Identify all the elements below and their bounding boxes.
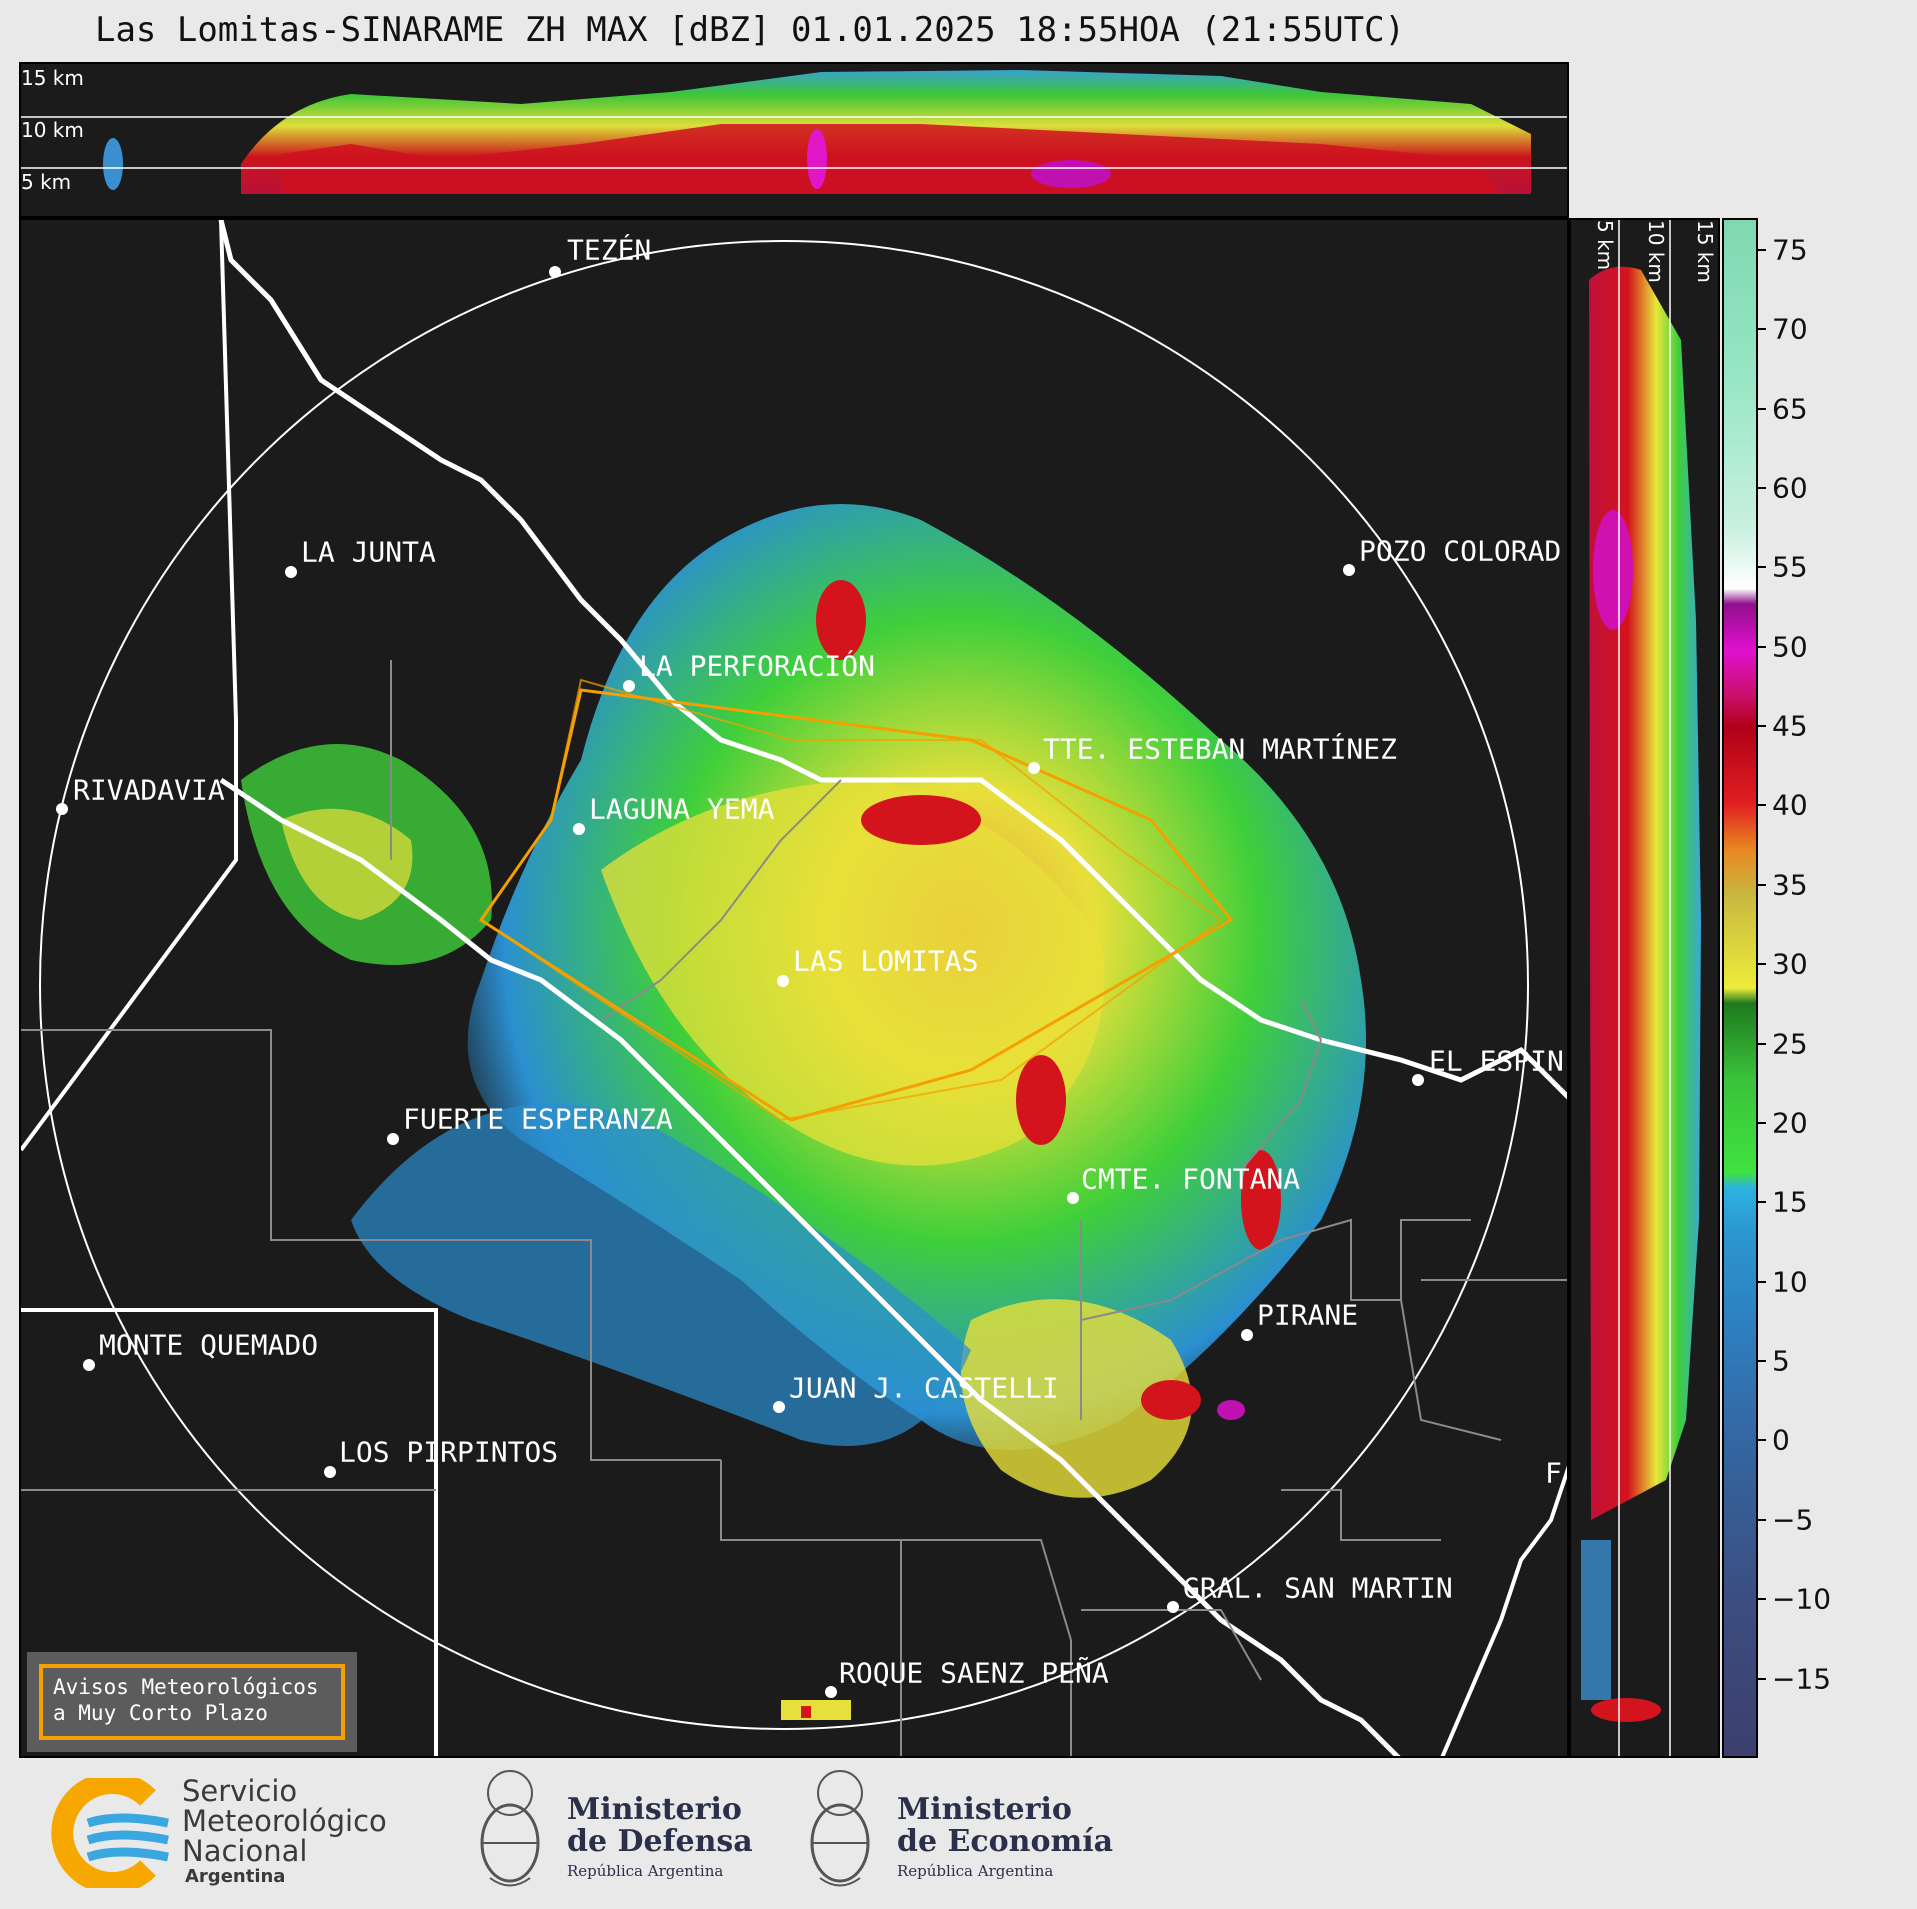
defensa-logo-line1: Ministerio — [567, 1792, 742, 1827]
colorbar-tick — [1758, 1439, 1766, 1442]
colorbar-tick-label: 15 — [1772, 1185, 1808, 1219]
footer-logos: Servicio Meteorológico Nacional Argentin… — [0, 1758, 1917, 1909]
coat-of-arms-icon — [810, 1770, 870, 1887]
colorbar-tick-label: 25 — [1772, 1027, 1808, 1061]
colorbar-tick-label: 45 — [1772, 709, 1808, 743]
colorbar-tick — [1758, 1042, 1766, 1045]
city-label: JUAN J. CASTELLI — [789, 1371, 1059, 1405]
city-label: LAS LOMITAS — [793, 944, 979, 978]
city-label: F — [1545, 1456, 1562, 1490]
city-label: EL ESPIN — [1429, 1044, 1564, 1078]
colorbar-tick — [1758, 1677, 1766, 1680]
city-label: LOS PIRPINTOS — [339, 1435, 559, 1469]
colorbar-tick-label: 5 — [1772, 1344, 1790, 1378]
defensa-logo-line3: República Argentina — [567, 1862, 724, 1880]
smn-logo-line4: Argentina — [185, 1866, 286, 1887]
altitude-label-10km: 10 km — [21, 118, 84, 142]
colorbar-tick — [1758, 804, 1766, 807]
colorbar-tick-label: 0 — [1772, 1423, 1790, 1457]
city-label: TTE. ESTEBAN MARTÍNEZ — [1043, 732, 1398, 766]
colorbar-tick-label: 10 — [1772, 1265, 1808, 1299]
colorbar-tick-label: 75 — [1772, 233, 1808, 267]
city-label: TEZÉN — [567, 233, 652, 267]
smn-logo-line3: Nacional — [182, 1834, 308, 1868]
colorbar-tick — [1758, 1518, 1766, 1521]
economia-logo-line1: Ministerio — [897, 1792, 1072, 1827]
city-label: LAGUNA YEMA — [589, 792, 775, 826]
colorbar-tick-label: 20 — [1772, 1106, 1808, 1140]
city-label: FUERTE ESPERANZA — [403, 1102, 673, 1136]
colorbar-tick-label: 55 — [1772, 550, 1808, 584]
right-cross-section-plot — [1581, 220, 1701, 1756]
coat-of-arms-icon — [480, 1770, 540, 1887]
colorbar-tick — [1758, 1360, 1766, 1363]
city-label: LA PERFORACIÓN — [639, 649, 876, 683]
smn-logo-line2: Meteorológico — [182, 1804, 387, 1838]
altitude-label-5km-v: 5 km — [1593, 220, 1617, 271]
city-label: CMTE. FONTANA — [1081, 1162, 1301, 1196]
colorbar-tick — [1758, 1598, 1766, 1601]
city-label: RIVADAVIA — [73, 773, 225, 807]
city-label: LA JUNTA — [301, 535, 436, 569]
warning-legend-box: Avisos Meteorológicos a Muy Corto Plazo — [27, 1652, 357, 1752]
radar-map-canvas — [21, 220, 1567, 1756]
colorbar-tick-label: 35 — [1772, 868, 1808, 902]
colorbar-tick — [1758, 407, 1766, 410]
altitude-label-5km: 5 km — [21, 170, 72, 194]
economia-logo-line2: de Economía — [897, 1824, 1114, 1859]
warning-legend-line1: Avisos Meteorológicos — [53, 1675, 319, 1699]
colorbar-tick — [1758, 725, 1766, 728]
colorbar-scale — [1724, 220, 1756, 1756]
colorbar-tick — [1758, 883, 1766, 886]
warning-legend-frame: Avisos Meteorológicos a Muy Corto Plazo — [39, 1664, 345, 1740]
colorbar-tick — [1758, 566, 1766, 569]
colorbar-tick — [1758, 1121, 1766, 1124]
colorbar-tick-label: 40 — [1772, 788, 1808, 822]
city-label: POZO COLORAD — [1359, 534, 1562, 568]
colorbar-tick-label: −5 — [1772, 1503, 1814, 1537]
city-label: PIRANE — [1257, 1298, 1359, 1332]
colorbar-tick-label: 70 — [1772, 312, 1808, 346]
smn-logo-line1: Servicio — [182, 1774, 298, 1808]
colorbar-tick-label: −10 — [1772, 1582, 1832, 1616]
radar-map: TEZÉN LA JUNTA POZO COLORAD LA PERFORACI… — [19, 218, 1569, 1758]
colorbar-tick — [1758, 1280, 1766, 1283]
colorbar-tick-label: −15 — [1772, 1662, 1832, 1696]
colorbar-tick-label: 50 — [1772, 630, 1808, 664]
top-cross-section-plot — [21, 70, 1567, 194]
altitude-label-15km-v: 15 km — [1693, 220, 1717, 283]
economia-logo-line3: República Argentina — [897, 1862, 1054, 1880]
city-label: GRAL. SAN MARTIN — [1183, 1571, 1453, 1605]
colorbar-tick-label: 60 — [1772, 471, 1808, 505]
page-title: Las Lomitas-SINARAME ZH MAX [dBZ] 01.01.… — [94, 10, 1406, 50]
colorbar-tick-label: 30 — [1772, 947, 1808, 981]
altitude-label-10km-v: 10 km — [1644, 220, 1668, 283]
right-cross-section: 5 km 10 km 15 km — [1569, 218, 1720, 1758]
colorbar-ticks: 75 70 65 60 55 50 45 40 35 30 25 20 15 10 5 0 −5 −10 −15 — [1758, 218, 1878, 1758]
altitude-label-15km: 15 km — [21, 66, 84, 90]
colorbar — [1722, 218, 1758, 1758]
colorbar-tick — [1758, 248, 1766, 251]
colorbar-tick — [1758, 486, 1766, 489]
city-label: ROQUE SAENZ PEÑA — [839, 1656, 1109, 1690]
colorbar-tick — [1758, 1201, 1766, 1204]
colorbar-tick — [1758, 328, 1766, 331]
colorbar-tick — [1758, 645, 1766, 648]
defensa-logo-line2: de Defensa — [567, 1824, 753, 1859]
top-cross-section: 15 km 10 km 5 km — [19, 62, 1569, 218]
city-label: MONTE QUEMADO — [99, 1328, 319, 1362]
colorbar-tick — [1758, 963, 1766, 966]
warning-legend-line2: a Muy Corto Plazo — [53, 1701, 268, 1725]
colorbar-tick-label: 65 — [1772, 392, 1808, 425]
smn-logo-icon — [51, 1778, 169, 1888]
